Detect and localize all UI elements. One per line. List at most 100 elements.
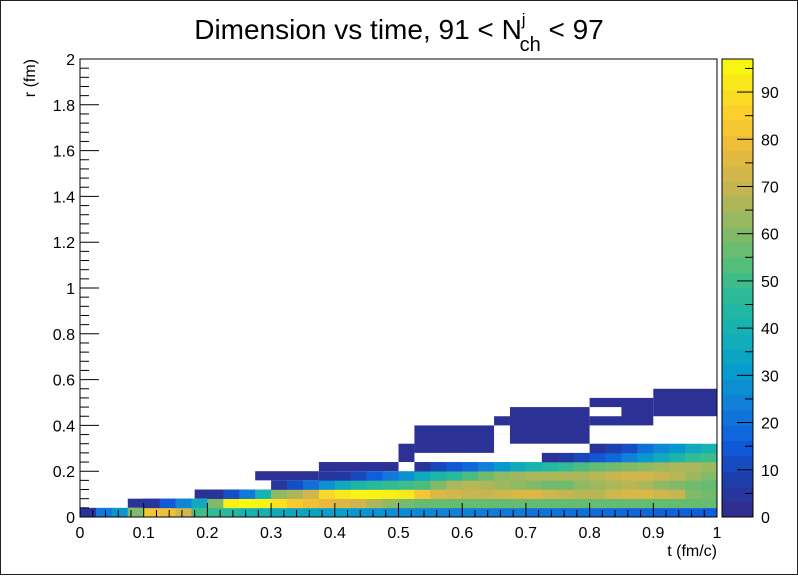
y-tick-label: 0.8: [53, 327, 75, 344]
color-scale-segment: [722, 455, 753, 472]
heatmap-cell: [637, 480, 654, 490]
heatmap-cell: [541, 462, 559, 472]
x-tick-label: 0.1: [133, 525, 155, 542]
heatmap-cell: [302, 507, 320, 518]
color-scale-segment: [722, 364, 753, 380]
heatmap-cell: [589, 489, 606, 499]
empty-bin: [589, 407, 622, 417]
heatmap-cell: [318, 480, 336, 490]
color-scale-segment: [722, 257, 753, 274]
color-scale-tick-label: 30: [761, 368, 779, 385]
heatmap-cell: [621, 507, 638, 518]
heatmap-cell: [494, 471, 511, 481]
y-tick-label: 1.2: [53, 235, 75, 252]
heatmap-cell: [478, 480, 495, 490]
heatmap-cell: [318, 462, 399, 472]
heatmap-cell: [382, 471, 399, 481]
heatmap-cell: [318, 498, 336, 509]
heatmap-cell: [271, 480, 288, 490]
heatmap-cell: [685, 452, 702, 463]
heatmap-cell: [478, 462, 495, 472]
color-scale-segment: [722, 211, 753, 228]
heatmap-cell: [462, 480, 479, 490]
heatmap-cell: [621, 498, 638, 509]
color-scale-tick-label: 10: [761, 463, 779, 480]
heatmap-cell: [414, 480, 431, 490]
heatmap-cell: [525, 462, 543, 472]
color-scale-segment: [722, 440, 753, 457]
heatmap-cell: [127, 507, 144, 518]
heatmap-cell: [398, 480, 415, 490]
heatmap-cell: [557, 480, 574, 490]
heatmap-cell: [653, 489, 670, 499]
color-scale-segment: [722, 318, 753, 335]
heatmap-cell: [573, 480, 590, 490]
heatmap-cell: [589, 452, 606, 463]
heatmap-cell: [605, 498, 622, 509]
color-scale-segment: [722, 89, 753, 106]
heatmap-cell: [446, 489, 463, 499]
color-scale-segment: [722, 425, 753, 442]
y-tick-label: 2: [66, 52, 75, 69]
heatmap-cell: [557, 489, 574, 499]
heatmap-cell: [605, 443, 622, 454]
heatmap-cell: [653, 388, 717, 417]
x-tick-label: 0.2: [196, 525, 218, 542]
color-scale-segment: [722, 501, 753, 518]
heatmap-cell: [525, 471, 543, 481]
heatmap-cell: [669, 480, 686, 490]
heatmap-cell: [287, 498, 304, 509]
heatmap-cell: [271, 489, 288, 499]
heatmap-cell: [494, 462, 511, 472]
x-tick-label: 0.8: [578, 525, 600, 542]
heatmap-cell: [302, 498, 320, 509]
heatmap-cell: [366, 480, 383, 490]
x-tick-label: 1: [713, 525, 722, 542]
heatmap-cell: [494, 489, 511, 499]
heatmap-cell: [382, 480, 399, 490]
color-scale-segment: [722, 196, 753, 213]
heatmap-cell: [637, 471, 654, 481]
heatmap-cell: [175, 507, 192, 518]
heatmap-cell: [318, 507, 336, 518]
heatmap-cell: [509, 471, 527, 481]
heatmap-cell: [557, 498, 574, 509]
heatmap-cell: [318, 489, 336, 499]
heatmap-cell: [207, 498, 224, 509]
heatmap-cell: [430, 507, 447, 518]
heatmap-cell: [669, 443, 686, 454]
heatmap-cell: [685, 471, 702, 481]
heatmap-cell: [701, 443, 718, 454]
x-tick-label: 0.7: [515, 525, 537, 542]
heatmap-cell: [478, 489, 495, 499]
heatmap-cell: [398, 507, 415, 518]
heatmap-cell: [605, 507, 622, 518]
heatmap-cell: [350, 471, 367, 481]
heatmap-cell: [573, 471, 590, 481]
heatmap-cell: [541, 498, 559, 509]
heatmap-cell: [350, 489, 367, 499]
heatmap-cell: [637, 443, 654, 454]
heatmap-cell: [318, 471, 336, 481]
x-tick-label: 0.6: [451, 525, 473, 542]
heatmap-cell: [191, 507, 208, 518]
heatmap-cell: [446, 471, 463, 481]
color-scale-segment: [722, 288, 753, 304]
heatmap-cell: [557, 471, 574, 481]
heatmap-cell: [669, 462, 686, 472]
heatmap-cell: [573, 498, 590, 509]
y-axis-label: r (fm): [22, 59, 39, 97]
heatmap-cell: [366, 489, 383, 499]
color-scale-segment: [722, 410, 753, 426]
color-scale-segment: [722, 150, 753, 167]
heatmap-cell: [621, 443, 638, 454]
heatmap-cell: [191, 498, 208, 509]
heatmap-cell: [414, 498, 431, 509]
heatmap-cell: [557, 462, 574, 472]
heatmap-cell: [589, 443, 606, 454]
heatmap-cell: [80, 507, 97, 518]
heatmap-cell: [159, 507, 176, 518]
heatmap-cell: [637, 498, 654, 509]
